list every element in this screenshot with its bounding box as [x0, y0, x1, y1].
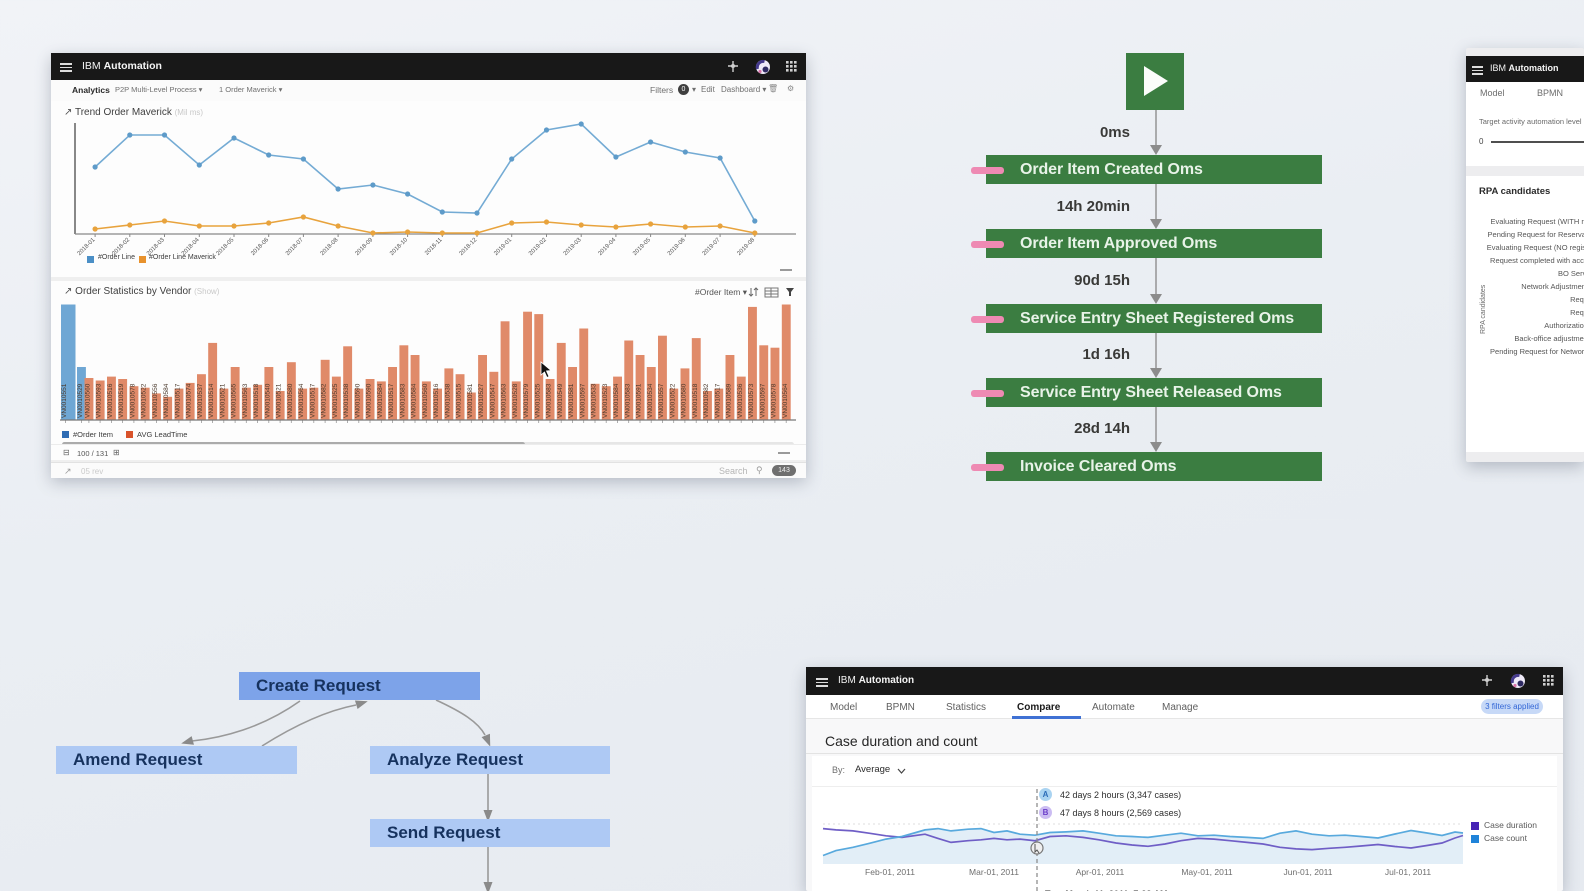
- svg-text:VN0010538: VN0010538: [444, 383, 451, 418]
- svg-text:2018-09: 2018-09: [354, 237, 374, 257]
- svg-text:2019-02: 2019-02: [528, 237, 548, 257]
- svg-text:2019-03: 2019-03: [563, 237, 583, 257]
- svg-text:VN0010580: VN0010580: [681, 383, 688, 418]
- svg-text:VN0010560: VN0010560: [422, 383, 429, 418]
- svg-text:2018-04: 2018-04: [181, 237, 201, 257]
- svg-text:VN0010582: VN0010582: [703, 383, 710, 418]
- svg-text:VN0010514: VN0010514: [208, 383, 215, 418]
- svg-text:VN0010590: VN0010590: [354, 383, 361, 418]
- svg-text:2018-07: 2018-07: [285, 237, 305, 257]
- svg-text:VN0010527: VN0010527: [478, 383, 485, 418]
- svg-text:2018-08: 2018-08: [320, 237, 340, 257]
- svg-text:VN0010534: VN0010534: [647, 383, 654, 418]
- svg-text:2018-12: 2018-12: [459, 237, 479, 257]
- svg-text:2018-03: 2018-03: [146, 237, 166, 257]
- svg-text:VN0010517: VN0010517: [714, 383, 721, 418]
- svg-text:VN0010528: VN0010528: [512, 383, 519, 418]
- svg-text:VN0010538: VN0010538: [343, 383, 350, 418]
- svg-text:VN0010536: VN0010536: [737, 383, 744, 418]
- svg-text:VN0010529: VN0010529: [77, 383, 84, 418]
- svg-text:VN0010563: VN0010563: [242, 383, 249, 418]
- svg-text:VN0010583: VN0010583: [624, 383, 631, 418]
- svg-text:VN0010574: VN0010574: [186, 383, 193, 418]
- svg-text:VN0010584: VN0010584: [163, 383, 170, 418]
- svg-text:2018-06: 2018-06: [250, 237, 270, 257]
- svg-text:VN0010563: VN0010563: [501, 383, 508, 418]
- svg-text:VN0010517: VN0010517: [309, 383, 316, 418]
- svg-text:VN0010518: VN0010518: [253, 383, 260, 418]
- svg-text:VN0010589: VN0010589: [726, 383, 733, 418]
- svg-text:VN0010547: VN0010547: [489, 383, 496, 418]
- svg-text:VN0010533: VN0010533: [591, 383, 598, 418]
- svg-text:2018-05: 2018-05: [216, 237, 236, 257]
- svg-text:VN0010516: VN0010516: [433, 383, 440, 418]
- svg-text:VN0010549: VN0010549: [557, 383, 564, 418]
- svg-text:2018-01: 2018-01: [77, 237, 97, 257]
- svg-text:VN0010584: VN0010584: [411, 383, 418, 418]
- svg-text:VN0010597: VN0010597: [579, 383, 586, 418]
- svg-text:2018-02: 2018-02: [111, 237, 131, 257]
- svg-text:VN0010518: VN0010518: [692, 383, 699, 418]
- svg-text:VN0010578: VN0010578: [771, 383, 778, 418]
- svg-text:VN0010584: VN0010584: [377, 383, 384, 418]
- svg-text:VN0010583: VN0010583: [399, 383, 406, 418]
- svg-text:VN0010522: VN0010522: [669, 383, 676, 418]
- svg-text:VN0010579: VN0010579: [523, 383, 530, 418]
- svg-text:VN0010560: VN0010560: [85, 383, 92, 418]
- svg-text:VN0010565: VN0010565: [231, 383, 238, 418]
- svg-text:VN0010523: VN0010523: [602, 383, 609, 418]
- svg-text:2019-05: 2019-05: [632, 237, 652, 257]
- svg-text:2019-07: 2019-07: [702, 237, 722, 257]
- svg-text:VN0010556: VN0010556: [152, 383, 159, 418]
- svg-text:VN0010597: VN0010597: [759, 383, 766, 418]
- svg-text:VN0010517: VN0010517: [388, 383, 395, 418]
- svg-text:VN0010591: VN0010591: [636, 383, 643, 418]
- svg-text:VN0010581: VN0010581: [568, 383, 575, 418]
- svg-text:VN0010590: VN0010590: [366, 383, 373, 418]
- svg-text:VN0010581: VN0010581: [467, 383, 474, 418]
- svg-text:2019-04: 2019-04: [597, 237, 617, 257]
- svg-text:2019-06: 2019-06: [667, 237, 687, 257]
- svg-text:VN0010521: VN0010521: [219, 383, 226, 418]
- svg-text:VN0010584: VN0010584: [613, 383, 620, 418]
- svg-text:VN0010593: VN0010593: [96, 383, 103, 418]
- svg-text:VN0010522: VN0010522: [141, 383, 148, 418]
- svg-text:2019-08: 2019-08: [736, 237, 756, 257]
- svg-text:VN0010583: VN0010583: [546, 383, 553, 418]
- svg-text:VN0010525: VN0010525: [534, 383, 541, 418]
- svg-text:2019-01: 2019-01: [493, 237, 513, 257]
- svg-text:2018-10: 2018-10: [389, 237, 409, 257]
- svg-text:VN0010537: VN0010537: [197, 383, 204, 418]
- svg-text:VN0010551: VN0010551: [61, 383, 68, 418]
- svg-text:VN0010564: VN0010564: [298, 383, 305, 418]
- svg-text:VN0010521: VN0010521: [276, 383, 283, 418]
- svg-text:VN0010578: VN0010578: [130, 383, 137, 418]
- svg-text:VN0010582: VN0010582: [321, 383, 328, 418]
- svg-text:VN0010540: VN0010540: [264, 383, 271, 418]
- svg-text:VN0010580: VN0010580: [287, 383, 294, 418]
- svg-text:VN0010515: VN0010515: [456, 383, 463, 418]
- svg-text:VN0010557: VN0010557: [658, 383, 665, 418]
- svg-text:VN0010519: VN0010519: [118, 383, 125, 418]
- svg-text:VN0010573: VN0010573: [748, 383, 755, 418]
- svg-text:VN0010516: VN0010516: [107, 383, 114, 418]
- svg-text:VN0010517: VN0010517: [175, 383, 182, 418]
- svg-text:2018-11: 2018-11: [424, 237, 444, 257]
- svg-text:VN0010564: VN0010564: [782, 383, 789, 418]
- svg-text:VN0010525: VN0010525: [332, 383, 339, 418]
